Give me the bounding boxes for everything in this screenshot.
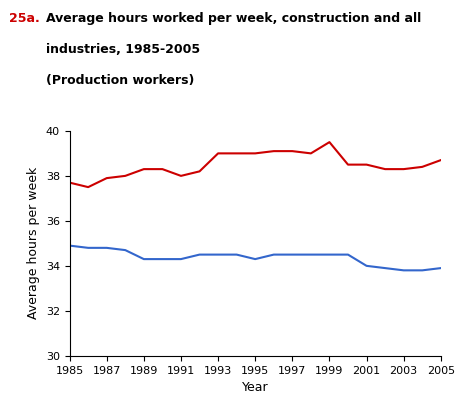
Text: 25a.: 25a. (9, 12, 40, 25)
Text: Average hours worked per week, construction and all: Average hours worked per week, construct… (46, 12, 421, 25)
Y-axis label: Average hours per week: Average hours per week (27, 167, 40, 319)
X-axis label: Year: Year (241, 381, 268, 394)
Text: industries, 1985-2005: industries, 1985-2005 (46, 43, 200, 56)
Text: (Production workers): (Production workers) (46, 74, 194, 87)
